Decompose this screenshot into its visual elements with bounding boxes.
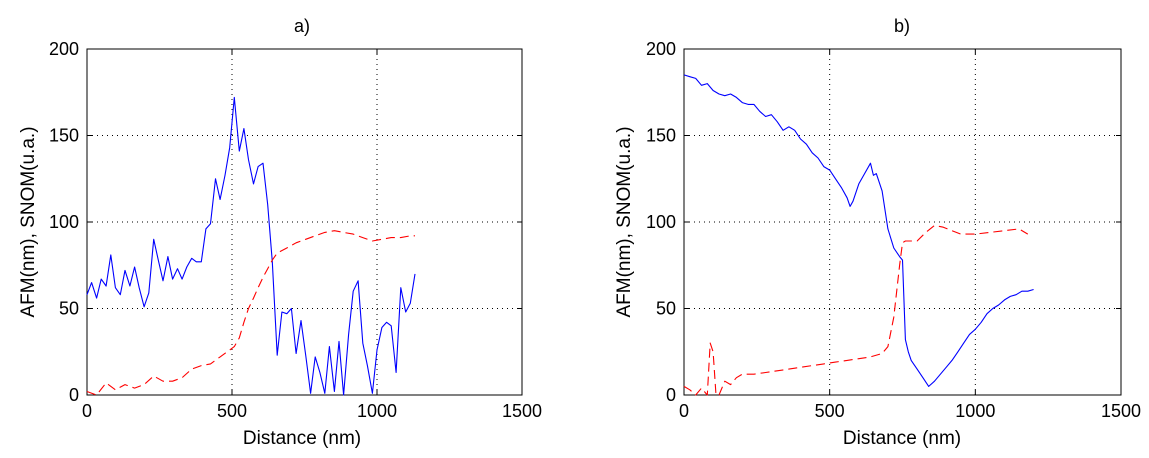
x-tick-label: 1500	[502, 401, 542, 421]
plot-area	[683, 48, 1122, 396]
chart-panel-b: b) Distance (nm) AFM(nm), SNOM(u.a.) 0 50…	[614, 16, 1141, 449]
x-axis-label: Distance (nm)	[243, 428, 361, 449]
chart-title: b)	[894, 16, 910, 36]
y-tick-label: 100	[646, 212, 676, 232]
snom-series-line	[683, 224, 1029, 396]
y-tick-label: 150	[646, 126, 676, 146]
x-axis-label: Distance (nm)	[843, 428, 961, 449]
chart-title: a)	[294, 16, 310, 36]
y-tick-label: 50	[59, 299, 79, 319]
y-tick-label: 0	[69, 385, 79, 405]
x-tick-label: 500	[217, 401, 247, 421]
y-tick-label: 200	[49, 39, 79, 59]
chart-panel-a: a) Distance (nm) AFM(nm), SNOM(u.a.) 0 50…	[18, 16, 542, 449]
plot-area	[86, 48, 523, 396]
afm-series-line	[683, 74, 1034, 387]
y-tick-label: 100	[49, 212, 79, 232]
y-tick-label: 0	[666, 385, 676, 405]
x-tick-label: 500	[815, 401, 845, 421]
x-tick-label: 0	[679, 401, 689, 421]
y-axis-label: AFM(nm), SNOM(u.a.)	[18, 126, 39, 317]
x-tick-label: 1500	[1101, 401, 1141, 421]
x-tick-label: 1000	[955, 401, 995, 421]
y-tick-label: 50	[656, 299, 676, 319]
x-tick-label: 1000	[357, 401, 397, 421]
afm-series-line	[86, 96, 416, 396]
y-tick-label: 200	[646, 39, 676, 59]
snom-series-line	[86, 230, 415, 396]
y-axis-label: AFM(nm), SNOM(u.a.)	[614, 126, 635, 317]
x-tick-label: 0	[82, 401, 92, 421]
y-tick-label: 150	[49, 126, 79, 146]
